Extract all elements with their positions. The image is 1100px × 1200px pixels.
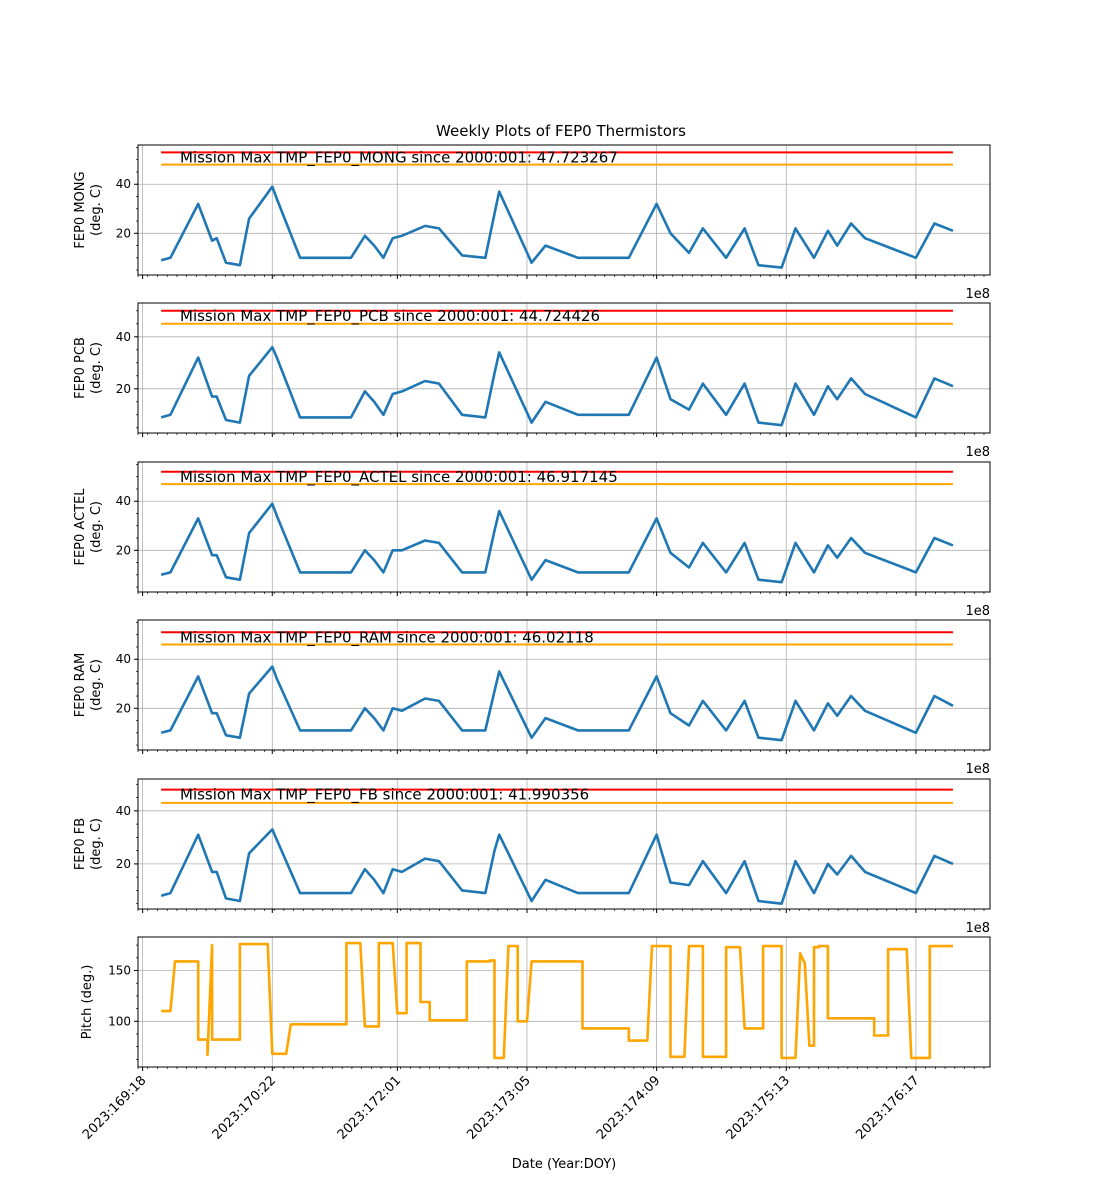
axes-frame: [137, 302, 991, 434]
y-axis-label-line: (deg. C): [89, 342, 104, 394]
axes-frame: [137, 619, 991, 751]
y-tick-label: 40: [116, 330, 131, 344]
mission-max-annotation: Mission Max TMP_FEP0_RAM since 2000:001:…: [180, 628, 594, 647]
axes-frame: [137, 936, 991, 1068]
panel-5: 20 40 Mission Max TMP_FEP0_FB since 2000:0…: [73, 778, 991, 936]
y-tick-label: 40: [116, 652, 131, 666]
axes-frame: [137, 778, 991, 910]
panel-1: 20 40 Mission Max TMP_FEP0_MONG since 2000…: [73, 144, 991, 302]
panels: 20 40 Mission Max TMP_FEP0_MONG since 2000…: [73, 144, 991, 1071]
y-axis-label-line: FEP0 MONG: [73, 171, 88, 248]
x-offset-label: 1e8: [965, 604, 990, 619]
y-axis-label: FEP0 ACTEL(deg. C): [73, 488, 104, 566]
series-line: [160, 502, 954, 584]
y-axis-label-line: FEP0 PCB: [73, 337, 88, 399]
y-axis-label-line: (deg. C): [89, 184, 104, 236]
y-axis-label-line: FEP0 FB: [73, 818, 88, 870]
y-axis-label: FEP0 PCB(deg. C): [73, 337, 104, 399]
y-axis-label: FEP0 FB(deg. C): [73, 818, 104, 870]
x-offset-label: 1e8: [965, 287, 990, 302]
y-axis-label-line: (deg. C): [89, 501, 104, 553]
mission-max-annotation: Mission Max TMP_FEP0_MONG since 2000:001…: [180, 148, 618, 167]
y-tick-label: 20: [116, 382, 131, 396]
panel-3: 20 40 Mission Max TMP_FEP0_ACTEL since 200…: [73, 461, 991, 619]
y-tick-label: 40: [116, 804, 131, 818]
x-offset-label: 1e8: [965, 921, 990, 936]
y-axis-label: FEP0 RAM(deg. C): [73, 653, 104, 718]
y-axis-label-line: (deg. C): [89, 818, 104, 870]
x-offset-label: 1e8: [965, 445, 990, 460]
series-line: [160, 185, 954, 269]
y-tick-label: 20: [116, 701, 131, 715]
axes-frame: [137, 144, 991, 276]
y-tick-label: 20: [116, 226, 131, 240]
y-tick-label: 40: [116, 177, 131, 191]
y-axis-label-line: (deg. C): [89, 659, 104, 711]
series-line: [160, 828, 954, 906]
panel-2: 20 40 Mission Max TMP_FEP0_PCB since 2000:…: [73, 302, 991, 460]
mission-max-annotation: Mission Max TMP_FEP0_ACTEL since 2000:00…: [180, 468, 618, 487]
x-axis-label: Date (Year:DOY): [512, 1157, 617, 1172]
y-axis-label-line: Pitch (deg.): [80, 965, 95, 1040]
axes-frame: [137, 461, 991, 593]
y-tick-label: 20: [116, 543, 131, 557]
panel-4: 20 40 Mission Max TMP_FEP0_RAM since 2000:…: [73, 619, 991, 777]
chart-title: Weekly Plots of FEP0 Thermistors: [436, 122, 686, 140]
mission-max-annotation: Mission Max TMP_FEP0_PCB since 2000:001:…: [180, 307, 600, 326]
y-tick-label: 100: [108, 1014, 131, 1028]
y-axis-label-line: FEP0 ACTEL: [73, 488, 88, 566]
series-line: [160, 665, 954, 742]
y-tick-label: 150: [108, 964, 131, 978]
x-offset-label: 1e8: [965, 762, 990, 777]
series-line: [161, 941, 953, 1060]
y-axis-label-line: FEP0 RAM: [73, 653, 88, 718]
series-line: [160, 345, 954, 427]
panel-6: 100 150 Pitch (deg.): [80, 936, 991, 1071]
y-tick-label: 20: [116, 857, 131, 871]
y-tick-label: 40: [116, 494, 131, 508]
y-axis-label: Pitch (deg.): [80, 965, 95, 1040]
y-axis-label: FEP0 MONG(deg. C): [73, 171, 104, 248]
mission-max-annotation: Mission Max TMP_FEP0_FB since 2000:001: …: [180, 786, 589, 805]
